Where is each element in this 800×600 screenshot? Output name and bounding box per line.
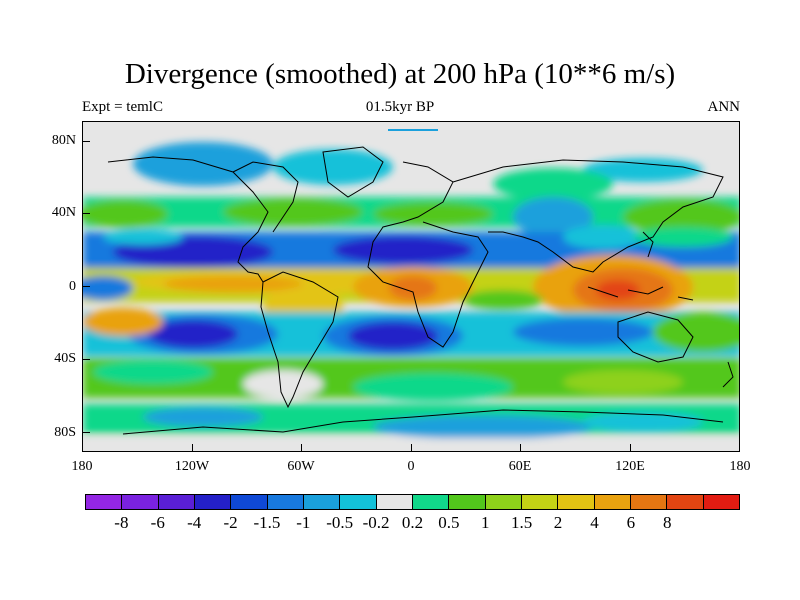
colorbar-label: 0.5 [438, 513, 460, 532]
colorbar [85, 494, 740, 510]
divergence-map [82, 121, 740, 452]
colorbar-cell [194, 495, 232, 509]
colorbar-label: 4 [590, 513, 599, 532]
lon-label-120w: 120W [174, 459, 210, 474]
lon-tick [520, 444, 521, 452]
colorbar-cell [521, 495, 559, 509]
colorbar-cell [376, 495, 413, 509]
lat-tick [82, 286, 90, 287]
colorbar-cell [340, 495, 377, 509]
lon-label-0: 0 [407, 459, 415, 474]
colorbar-cell [158, 495, 195, 509]
colorbar-label: -1.5 [253, 513, 281, 532]
colorbar-cell [122, 495, 159, 509]
colorbar-cell [667, 495, 704, 509]
lat-label-80n: 80N [51, 133, 76, 148]
colorbar-cell [231, 495, 268, 509]
colorbar-label: -0.5 [326, 513, 354, 532]
colorbar-cell [267, 495, 304, 509]
colorbar-label: -0.2 [362, 513, 390, 532]
lat-label-40s: 40S [54, 351, 76, 366]
colorbar-label: 2 [553, 513, 563, 532]
colorbar-cell [449, 495, 486, 509]
lon-tick [411, 444, 412, 452]
coastlines [107, 146, 734, 435]
colorbar-label: -2 [223, 513, 238, 532]
colorbar-label: 0.2 [401, 513, 424, 532]
lat-label-40n: 40N [51, 205, 76, 220]
colorbar-label: -6 [150, 513, 165, 532]
colorbar-cell [303, 495, 341, 509]
lon-tick [630, 444, 631, 452]
colorbar-label: -1 [296, 513, 311, 532]
colorbar-label: -8 [114, 513, 129, 532]
map-canvas [83, 122, 739, 451]
colorbar-cell [485, 495, 522, 509]
divergence-field [83, 142, 739, 451]
colorbar-label: 1 [481, 513, 490, 532]
lon-label-180w: 180 [71, 459, 93, 474]
lon-label-60e: 60E [508, 459, 532, 474]
lat-label-eq: 0 [69, 279, 76, 294]
lon-tick [192, 444, 193, 452]
lat-tick [82, 359, 90, 360]
colorbar-label: 8 [662, 513, 672, 532]
lat-tick [82, 432, 90, 433]
lon-tick [301, 444, 302, 452]
colorbar-cell [594, 495, 631, 509]
season-label: ANN [707, 99, 741, 115]
lat-tick [82, 141, 90, 142]
colorbar-label: 6 [626, 513, 636, 532]
lat-label-80s: 80S [54, 425, 76, 440]
colorbar-label: -4 [187, 513, 202, 532]
colorbar-cell [86, 495, 123, 509]
colorbar-cell [703, 495, 739, 509]
colorbar-cell [630, 495, 668, 509]
lon-label-120e: 120E [615, 459, 645, 474]
lon-label-180e: 180 [729, 459, 751, 474]
colorbar-cell [558, 495, 595, 509]
period-label: 01.5kyr BP [365, 99, 435, 115]
lon-label-60w: 60W [287, 459, 315, 474]
colorbar-label: 1.5 [511, 513, 533, 532]
experiment-label: Expt = temlC [82, 99, 163, 115]
plot-title: Divergence (smoothed) at 200 hPa (10**6 … [124, 58, 676, 90]
lat-tick [82, 213, 90, 214]
colorbar-cell [412, 495, 450, 509]
